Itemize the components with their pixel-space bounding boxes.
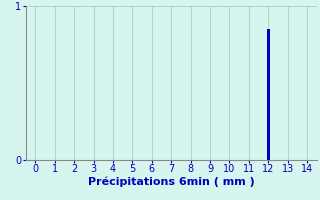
Bar — [267, 29, 270, 160]
X-axis label: Précipitations 6min ( mm ): Précipitations 6min ( mm ) — [88, 177, 255, 187]
